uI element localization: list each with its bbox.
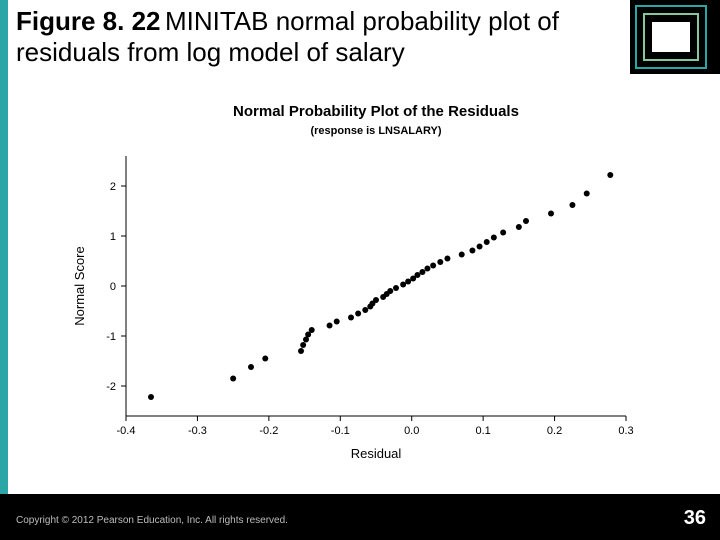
svg-text:-0.3: -0.3 xyxy=(188,425,207,437)
corner-graphic xyxy=(630,0,720,74)
svg-text:-2: -2 xyxy=(106,381,116,393)
copyright-text: Copyright © 2012 Pearson Education, Inc.… xyxy=(16,515,288,526)
svg-text:-0.4: -0.4 xyxy=(117,425,136,437)
svg-text:1: 1 xyxy=(110,231,116,243)
svg-text:0.2: 0.2 xyxy=(547,425,562,437)
slide-container: Figure 8. 22 MINITAB normal probability … xyxy=(0,0,720,540)
svg-text:Residual: Residual xyxy=(351,446,402,461)
slide-title: Figure 8. 22 MINITAB normal probability … xyxy=(16,6,616,68)
page-number: 36 xyxy=(684,507,706,530)
accent-left-bar xyxy=(0,0,8,540)
svg-text:(response is LNSALARY): (response is LNSALARY) xyxy=(310,125,441,137)
footer-bar: Copyright © 2012 Pearson Education, Inc.… xyxy=(0,494,720,540)
probability-plot: Normal Probability Plot of the Residuals… xyxy=(56,96,656,476)
svg-text:-1: -1 xyxy=(106,331,116,343)
svg-text:0.1: 0.1 xyxy=(475,425,490,437)
svg-text:0.3: 0.3 xyxy=(618,425,633,437)
svg-text:-0.2: -0.2 xyxy=(259,425,278,437)
svg-text:Normal Score: Normal Score xyxy=(72,246,87,325)
svg-text:2: 2 xyxy=(110,181,116,193)
svg-text:0.0: 0.0 xyxy=(404,425,419,437)
svg-text:0: 0 xyxy=(110,281,116,293)
figure-label: Figure 8. 22 xyxy=(16,6,161,36)
svg-text:Normal Probability Plot of the: Normal Probability Plot of the Residuals xyxy=(233,103,519,120)
svg-text:-0.1: -0.1 xyxy=(331,425,350,437)
